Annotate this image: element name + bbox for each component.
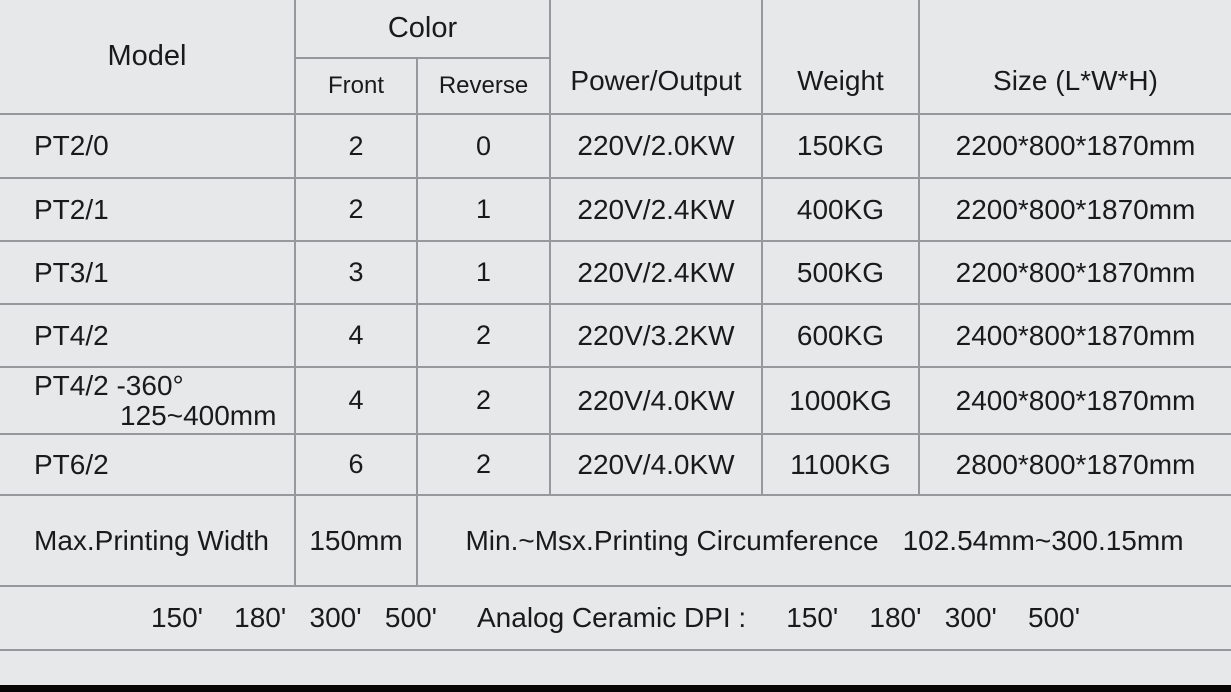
- model-cell: PT6/2: [0, 433, 296, 496]
- power-output-cell: 220V/2.4KW: [549, 177, 763, 242]
- size-cell: 2200*800*1870mm: [918, 177, 1231, 242]
- power-output-cell: 220V/2.0KW: [549, 113, 763, 179]
- weight-cell: 600KG: [761, 303, 920, 368]
- table-row: PT3/1 3 1 220V/2.4KW 500KG 2200*800*1870…: [0, 240, 1231, 305]
- header-weight: Weight: [761, 0, 920, 115]
- header-color-group: Color: [294, 0, 551, 59]
- weight-cell: 1000KG: [761, 366, 920, 435]
- table-row: PT2/0 2 0 220V/2.0KW 150KG 2200*800*1870…: [0, 113, 1231, 179]
- size-cell: 2200*800*1870mm: [918, 240, 1231, 305]
- front-color-cell: 4: [294, 303, 418, 368]
- footer-row: Max.Printing Width 150mm Min.~Msx.Printi…: [0, 494, 1231, 587]
- dpi-row: 150' 180' 300' 500' Analog Ceramic DPI :…: [0, 585, 1231, 651]
- weight-cell: 500KG: [761, 240, 920, 305]
- reverse-color-cell: 0: [416, 113, 551, 179]
- size-cell: 2400*800*1870mm: [918, 366, 1231, 435]
- reverse-color-cell: 2: [416, 366, 551, 435]
- front-color-cell: 2: [294, 177, 418, 242]
- bottom-black-bar: [0, 685, 1231, 692]
- weight-cell: 150KG: [761, 113, 920, 179]
- reverse-color-cell: 1: [416, 240, 551, 305]
- dpi-values-left: 150' 180' 300' 500': [150, 602, 437, 633]
- size-cell: 2200*800*1870mm: [918, 113, 1231, 179]
- power-output-cell: 220V/3.2KW: [549, 303, 763, 368]
- printing-circumference-value: 102.54mm~300.15mm: [902, 524, 1184, 556]
- dpi-cell: 150' 180' 300' 500' Analog Ceramic DPI :…: [0, 585, 1231, 651]
- reverse-color-cell: 2: [416, 433, 551, 496]
- model-cell: PT4/2: [0, 303, 296, 368]
- front-color-cell: 3: [294, 240, 418, 305]
- power-output-cell: 220V/2.4KW: [549, 240, 763, 305]
- weight-cell: 1100KG: [761, 433, 920, 496]
- model-cell: PT2/0: [0, 113, 296, 179]
- table-row: PT2/1 2 1 220V/2.4KW 400KG 2200*800*1870…: [0, 177, 1231, 242]
- max-printing-width-value: 150mm: [294, 494, 418, 587]
- front-color-cell: 4: [294, 366, 418, 435]
- table-row: PT4/2 -360° 125~400mm 4 2 220V/4.0KW 100…: [0, 366, 1231, 435]
- size-cell: 2400*800*1870mm: [918, 303, 1231, 368]
- model-name: PT4/2 -360°: [34, 370, 184, 402]
- power-output-cell: 220V/4.0KW: [549, 366, 763, 435]
- printing-circumference-label: Min.~Msx.Printing Circumference: [465, 524, 879, 556]
- model-range: 125~400mm: [120, 399, 277, 431]
- model-cell: PT3/1: [0, 240, 296, 305]
- dpi-label: Analog Ceramic DPI :: [477, 602, 747, 633]
- model-cell: PT4/2 -360° 125~400mm: [0, 366, 296, 435]
- header-model: Model: [0, 0, 296, 115]
- header-reverse: Reverse: [416, 57, 551, 115]
- weight-cell: 400KG: [761, 177, 920, 242]
- power-output-cell: 220V/4.0KW: [549, 433, 763, 496]
- dpi-values-right: 150' 180' 300' 500': [786, 602, 1081, 633]
- model-cell: PT2/1: [0, 177, 296, 242]
- header-front: Front: [294, 57, 418, 115]
- reverse-color-cell: 1: [416, 177, 551, 242]
- front-color-cell: 6: [294, 433, 418, 496]
- table-row: PT6/2 6 2 220V/4.0KW 1100KG 2800*800*187…: [0, 433, 1231, 496]
- spec-table: Model Color Power/Output Weight Size (L*…: [0, 0, 1231, 651]
- printing-circumference-cell: Min.~Msx.Printing Circumference 102.54mm…: [416, 494, 1231, 587]
- reverse-color-cell: 2: [416, 303, 551, 368]
- table-row: PT4/2 4 2 220V/3.2KW 600KG 2400*800*1870…: [0, 303, 1231, 368]
- front-color-cell: 2: [294, 113, 418, 179]
- header-size: Size (L*W*H): [918, 0, 1231, 115]
- size-cell: 2800*800*1870mm: [918, 433, 1231, 496]
- header-power-output: Power/Output: [549, 0, 763, 115]
- max-printing-width-label: Max.Printing Width: [0, 494, 296, 587]
